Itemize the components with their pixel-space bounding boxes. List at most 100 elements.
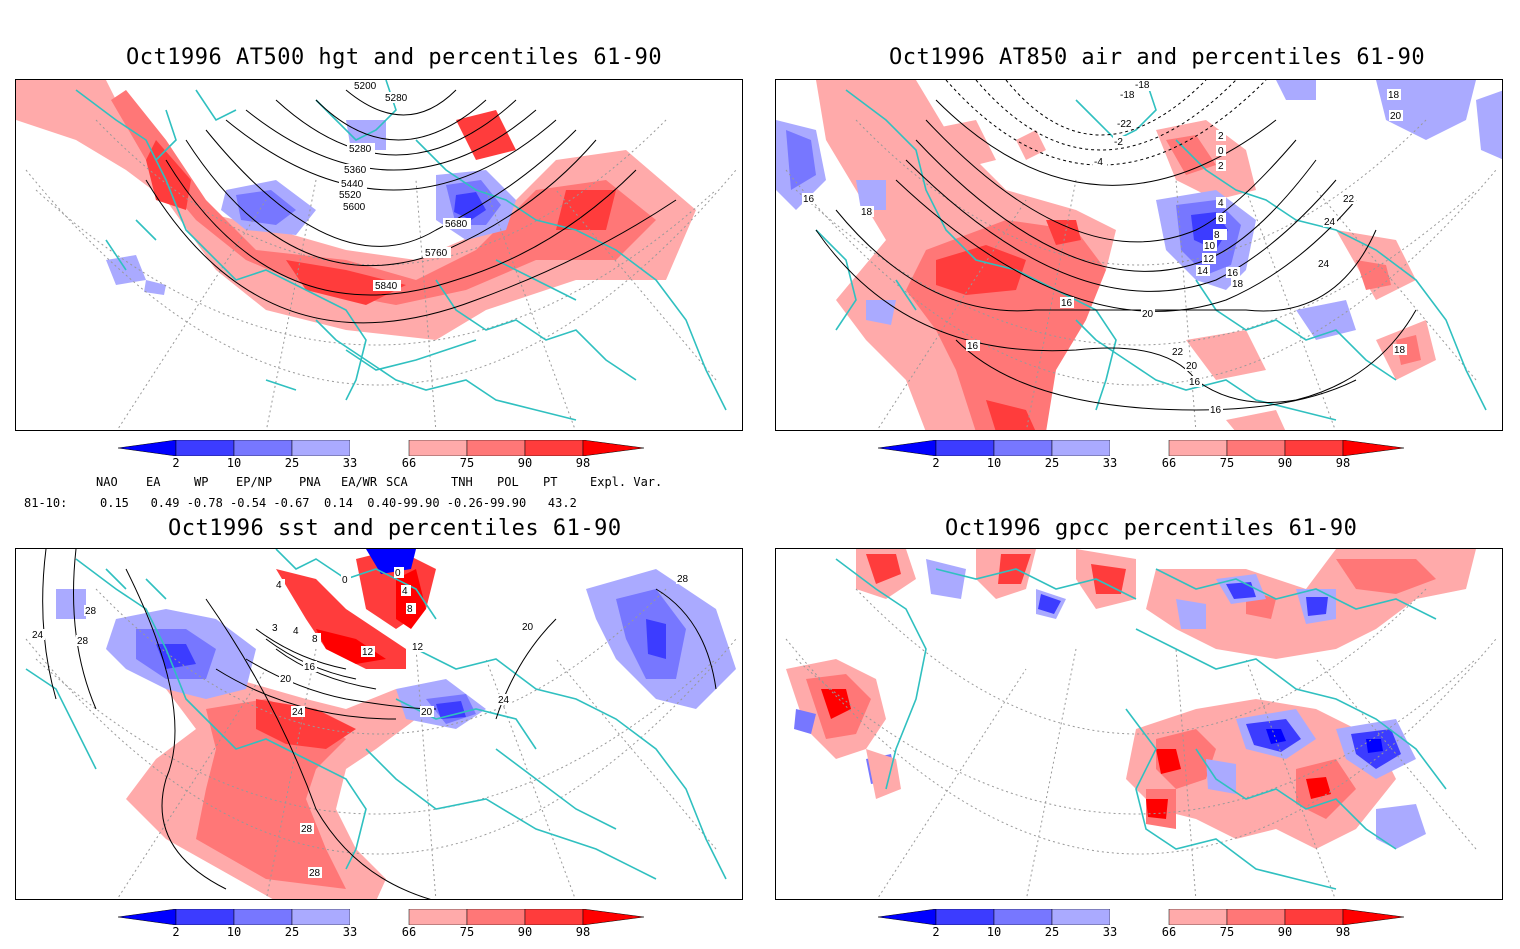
contour-label: 28 xyxy=(85,606,97,617)
contour-label: 28 xyxy=(77,636,89,647)
contour-label: -18 xyxy=(1135,80,1150,91)
contour-label: 6 xyxy=(1218,214,1224,225)
colorbar-label: 66 xyxy=(401,925,417,939)
index-header: PNA xyxy=(299,475,321,489)
contour-label: 5280 xyxy=(385,93,408,104)
colorbar-swatches xyxy=(878,909,1404,925)
contour-label: 5680 xyxy=(445,219,468,230)
colorbar-label: 10 xyxy=(986,456,1002,470)
index-header: TNH xyxy=(451,475,473,489)
contour-label: 24 xyxy=(32,630,44,641)
colorbar-air: 2 10 25 33 66 75 90 98 xyxy=(878,440,1404,480)
contour-label: 20 xyxy=(280,674,292,685)
colorbar-label: 66 xyxy=(1161,456,1177,470)
contour-label: 24 xyxy=(1318,259,1330,270)
colorbar-label: 66 xyxy=(1161,925,1177,939)
colorbar-label: 98 xyxy=(575,925,591,939)
colorbar-label: 33 xyxy=(342,456,358,470)
contour-label: 28 xyxy=(309,868,321,879)
colorbar-label: 2 xyxy=(172,925,180,939)
colorbar-label: 33 xyxy=(1102,925,1118,939)
contour-label: 10 xyxy=(1204,241,1216,252)
colorbar-label: 10 xyxy=(226,456,242,470)
colorbar-label: 75 xyxy=(1219,925,1235,939)
index-header: NAO xyxy=(96,475,118,489)
contour-label: 18 xyxy=(861,207,873,218)
colorbar-label: 90 xyxy=(1277,925,1293,939)
contour-label: 4 xyxy=(1218,198,1224,209)
percentile-shading xyxy=(56,549,736,899)
contour-label: 12 xyxy=(362,647,374,658)
contour-label: 5760 xyxy=(425,248,448,259)
contour-label-group: 24 28 28 28 0 0 4 4 8 3 4 8 12 12 16 20 … xyxy=(31,567,690,879)
contour-label: 16 xyxy=(967,341,979,352)
map-panel-hgt: 5200 5280 5280 5360 5440 5520 5600 5680 … xyxy=(15,79,743,431)
contour-label: 16 xyxy=(1061,298,1073,309)
index-row-values: 0.15 0.49 -0.78 -0.54 -0.67 0.14 0.40-99… xyxy=(100,496,577,510)
colorbar-label: 25 xyxy=(284,456,300,470)
contour-label: 12 xyxy=(1203,254,1215,265)
colorbar-label: 90 xyxy=(517,456,533,470)
index-header: EA xyxy=(146,475,161,489)
contour-label-group: -18 -18 -22 -2 -4 2 0 2 4 6 8 10 12 14 1… xyxy=(802,80,1407,416)
contour-label: -18 xyxy=(1120,90,1135,101)
colorbar-gpcc: 2 10 25 33 66 75 90 98 xyxy=(878,909,1404,949)
panel-title-air: Oct1996 AT850 air and percentiles 61-90 xyxy=(889,45,1426,70)
contour-label: 4 xyxy=(276,580,282,591)
colorbar-label: 10 xyxy=(226,925,242,939)
contour-label: 16 xyxy=(1227,268,1239,279)
colorbar-label: 75 xyxy=(459,925,475,939)
percentile-shading xyxy=(786,549,1476,849)
contour-label: 3 xyxy=(272,623,278,634)
contour-label: 2 xyxy=(1218,161,1224,172)
contour-label: 20 xyxy=(1142,309,1154,320)
contour-label: 5280 xyxy=(349,144,372,155)
latitude-grid xyxy=(785,588,1497,899)
index-header: WP xyxy=(194,475,209,489)
hemisphere-edge xyxy=(25,169,737,386)
contour-label: 5520 xyxy=(339,190,362,201)
contour-label: 16 xyxy=(803,194,815,205)
contour-label: 5840 xyxy=(375,281,398,292)
contour-label: 18 xyxy=(1232,279,1244,290)
colorbar-label: 25 xyxy=(1044,456,1060,470)
colorbar-label: 98 xyxy=(575,456,591,470)
contour-label: 5360 xyxy=(344,165,367,176)
index-header: EA/WR xyxy=(341,475,378,489)
contour-label: 8 xyxy=(1214,230,1220,241)
colorbar-label: 2 xyxy=(932,456,940,470)
index-header: POL xyxy=(497,475,519,489)
colorbar-label: 2 xyxy=(172,456,180,470)
contour-label: -4 xyxy=(1094,157,1103,168)
contour-label: 28 xyxy=(677,574,689,585)
coastlines xyxy=(835,558,1447,890)
contour-label: 22 xyxy=(1343,194,1355,205)
contour-label: 24 xyxy=(1324,217,1336,228)
index-header: Expl. Var. xyxy=(590,475,663,489)
contour-label: 16 xyxy=(1189,377,1201,388)
contour-label: -2 xyxy=(1114,137,1123,148)
panel-title-hgt: Oct1996 AT500 hgt and percentiles 61-90 xyxy=(126,45,663,70)
latitude-grid xyxy=(25,588,737,899)
indices-header-row: NAO EA WP EP/NP PNA EA/WR SCA TNH POL PT… xyxy=(0,475,700,491)
contour-label: 16 xyxy=(304,662,316,673)
temperature-contours xyxy=(815,80,1417,411)
contour-label: 18 xyxy=(1394,345,1406,356)
contour-label: 20 xyxy=(1186,361,1198,372)
colorbar-label: 75 xyxy=(1219,456,1235,470)
index-row-label: 81-10: xyxy=(24,496,68,510)
sst-contours xyxy=(42,549,717,899)
colorbar-sst: 2 10 25 33 66 75 90 98 xyxy=(118,909,644,949)
contour-label: 16 xyxy=(1210,405,1222,416)
contour-label: 5200 xyxy=(354,81,377,92)
contour-label: 2 xyxy=(1218,131,1224,142)
map-panel-air: -18 -18 -22 -2 -4 2 0 2 4 6 8 10 12 14 1… xyxy=(775,79,1503,431)
latitude-grid xyxy=(785,119,1497,430)
height-contours xyxy=(145,89,677,324)
map-panel-gpcc xyxy=(775,548,1503,900)
contour-label: 8 xyxy=(312,634,318,645)
contour-label: 28 xyxy=(301,824,313,835)
contour-label: 20 xyxy=(1390,111,1402,122)
contour-label: 4 xyxy=(402,586,408,597)
contour-label: 20 xyxy=(522,622,534,633)
